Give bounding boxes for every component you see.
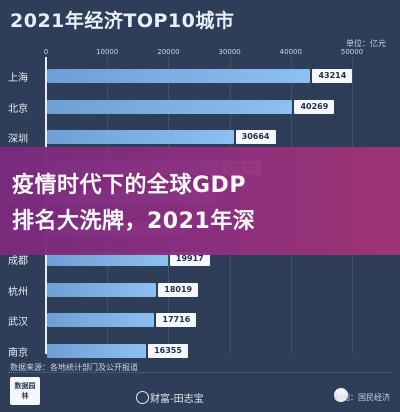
watermark-icon xyxy=(136,391,149,404)
credit-icon xyxy=(334,388,348,402)
category-label: 上海 xyxy=(8,73,28,84)
x-tick-label: 50000 xyxy=(340,48,364,56)
category-label: 成都 xyxy=(8,256,28,267)
value-label: 43214 xyxy=(312,69,353,83)
category-label: 深圳 xyxy=(8,134,28,145)
bar xyxy=(47,252,168,266)
unit-label: 单位：亿元 xyxy=(346,39,386,48)
category-label: 杭州 xyxy=(8,286,28,298)
value-label: 40269 xyxy=(294,99,335,114)
value-label: 16355 xyxy=(148,343,188,358)
bar xyxy=(47,313,155,327)
bar xyxy=(47,130,234,144)
data-source: 数据来源：各地统计部门及公开报道 xyxy=(10,363,138,372)
headline-banner: 疫情时代下的全球GDP 排名大洗牌，2021年深 xyxy=(0,147,400,255)
value-label: 18019 xyxy=(158,282,199,297)
headline-line-2: 排名大洗牌，2021年深 xyxy=(12,209,256,234)
brand-logo-text: 数据园林 xyxy=(14,382,36,400)
credit-text: 制图：国民经济 xyxy=(334,393,390,402)
x-tick-label: 30000 xyxy=(218,48,241,56)
headline-line-1: 疫情时代下的全球GDP xyxy=(12,173,246,198)
x-tick-label: 40000 xyxy=(279,48,302,56)
category-label: 南京 xyxy=(8,347,28,359)
value-label: 19917 xyxy=(169,252,210,266)
footer-divider xyxy=(8,372,392,373)
category-label: 北京 xyxy=(8,103,28,115)
watermark-text: 财富-田志宝 xyxy=(150,394,204,405)
x-tick-label: 0 xyxy=(43,48,49,56)
chart-title: 2021年经济TOP10城市 xyxy=(10,10,235,32)
category-label: 武汉 xyxy=(8,317,28,328)
bar xyxy=(47,343,147,358)
x-tick-label: 10000 xyxy=(96,48,119,56)
brand-logo xyxy=(10,377,40,405)
value-label: 17716 xyxy=(156,313,197,327)
bar xyxy=(47,282,157,297)
x-tick-label: 20000 xyxy=(157,48,180,56)
value-label: 30664 xyxy=(235,130,276,144)
bar xyxy=(47,99,293,114)
bar xyxy=(47,69,311,83)
